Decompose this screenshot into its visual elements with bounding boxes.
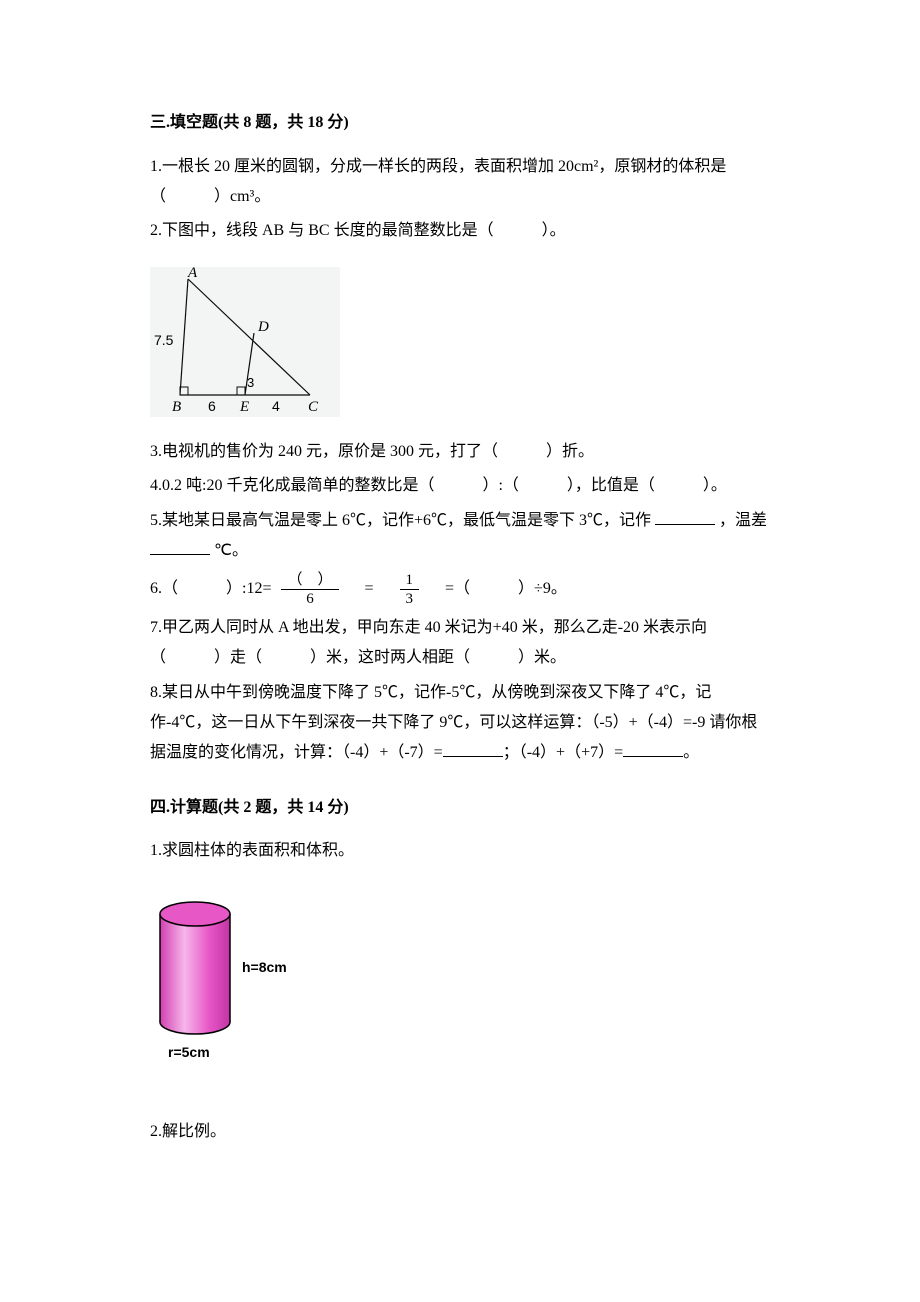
q4-1: 1.求圆柱体的表面积和体积。 (150, 836, 770, 866)
section-3-title: 三.填空题(共 8 题，共 18 分) (150, 110, 770, 136)
q3-7: 7.甲乙两人同时从 A 地出发，甲向东走 40 米记为+40 米，那么乙走-20… (150, 613, 770, 674)
blank-4 (623, 741, 683, 757)
q3-1: 1.一根长 20 厘米的圆钢，分成一样长的两段，表面积增加 20cm²，原钢材的… (150, 152, 770, 213)
fraction-2: 1 3 (400, 572, 420, 608)
blank-2 (150, 539, 210, 555)
label-4: 4 (272, 398, 280, 414)
label-6: 6 (208, 398, 216, 414)
q3-8-b: ；（-4）+（+7）= (503, 744, 623, 761)
q3-5-mid: ，温差 (719, 512, 767, 529)
q3-2: 2.下图中，线段 AB 与 BC 长度的最简整数比是（ ）。 (150, 216, 770, 246)
q3-5-prefix: 5.某地某日最高气温是零上 6℃，记作+6℃，最低气温是零下 3℃，记作 (150, 512, 651, 529)
label-A: A (187, 267, 198, 281)
q3-6: 6.（ ）:12= （ ） 6 = 1 3 =（ ）÷9。 (150, 570, 770, 608)
figure-cylinder: h=8cm r=5cm (150, 892, 290, 1067)
fraction-1-den: 6 (281, 590, 338, 608)
label-D: D (257, 319, 269, 335)
label-C: C (308, 399, 319, 415)
blank-3 (443, 741, 503, 757)
cylinder-svg: h=8cm r=5cm (150, 892, 330, 1067)
q3-3: 3.电视机的售价为 240 元，原价是 300 元，打了（ ）折。 (150, 437, 770, 467)
fraction-1: （ ） 6 (281, 572, 338, 608)
label-7-5: 7.5 (154, 332, 174, 348)
fraction-1-num: （ ） (281, 572, 338, 591)
label-r: r=5cm (168, 1044, 210, 1060)
label-3: 3 (247, 375, 254, 390)
q3-8-c: 。 (683, 744, 699, 761)
q3-6-eq2: =（ ）÷9。 (429, 580, 567, 597)
q3-4: 4.0.2 吨:20 千克化成最简单的整数比是（ ）:（ ），比值是（ ）。 (150, 471, 770, 501)
q3-5-suffix: ℃。 (214, 542, 248, 559)
label-E: E (239, 399, 249, 415)
figure-triangle: A B E C D 7.5 3 6 4 (150, 267, 340, 417)
q3-6-eq1: = (349, 580, 390, 597)
q3-6-p1: 6.（ ）:12= (150, 580, 271, 597)
blank-1 (655, 509, 715, 525)
q3-5: 5.某地某日最高气温是零上 6℃，记作+6℃，最低气温是零下 3℃，记作 ，温差… (150, 506, 770, 567)
label-h: h=8cm (242, 959, 287, 975)
fraction-2-num: 1 (400, 572, 420, 591)
q3-8: 8.某日从中午到傍晚温度下降了 5℃，记作-5℃，从傍晚到深夜又下降了 4℃，记… (150, 678, 770, 769)
triangle-svg: A B E C D 7.5 3 6 4 (150, 267, 340, 417)
fraction-2-den: 3 (400, 590, 420, 608)
section-4-title: 四.计算题(共 2 题，共 14 分) (150, 795, 770, 821)
label-B: B (172, 399, 181, 415)
q4-2: 2.解比例。 (150, 1117, 770, 1147)
